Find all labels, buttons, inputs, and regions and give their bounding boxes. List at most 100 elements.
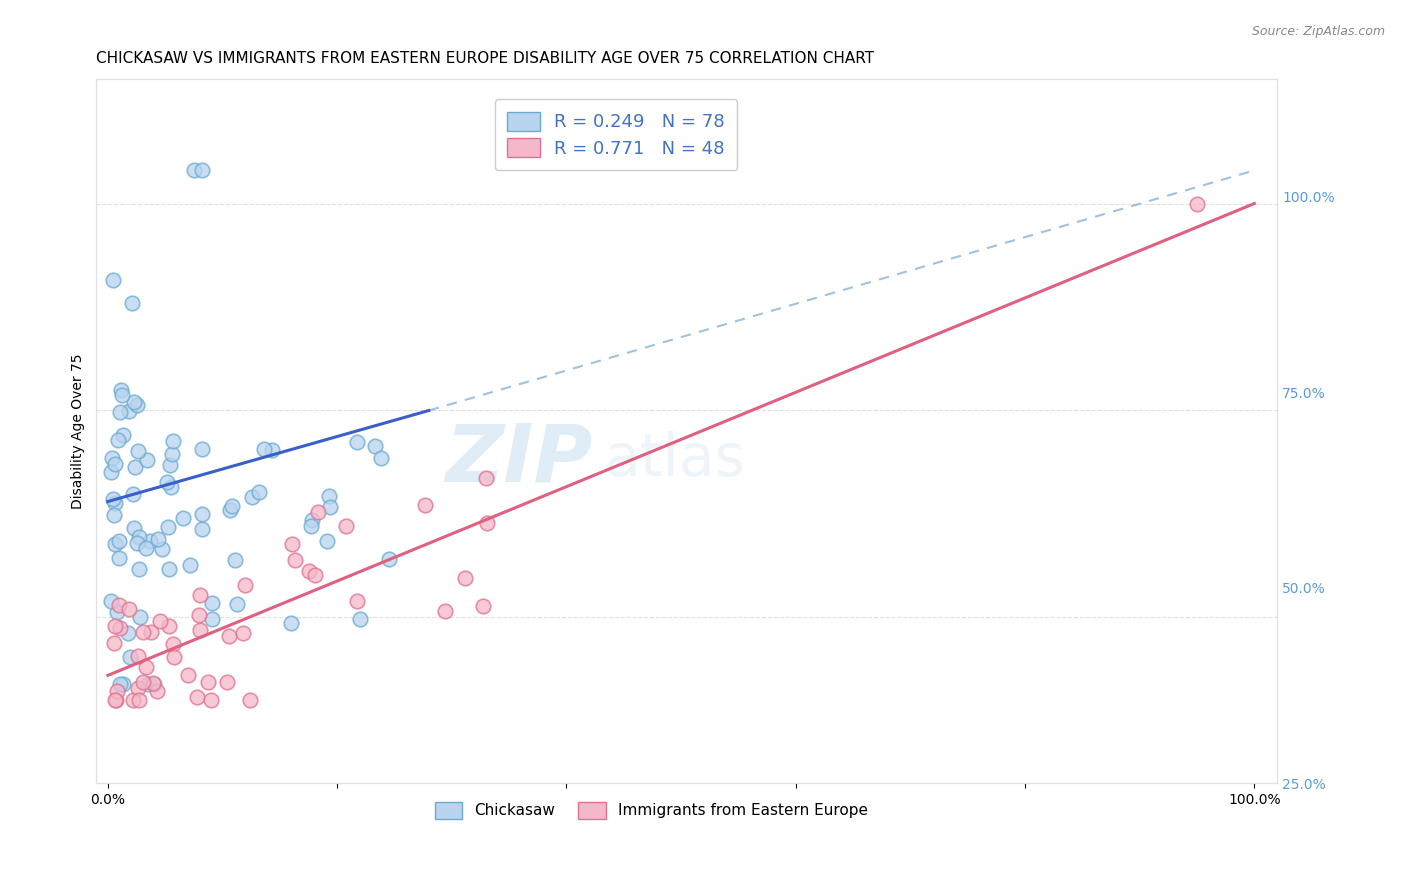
Point — [107, 434, 129, 448]
Point — [186, 690, 208, 705]
Legend: Chickasaw, Immigrants from Eastern Europe: Chickasaw, Immigrants from Eastern Europ… — [429, 796, 875, 825]
Point — [172, 511, 194, 525]
Point — [188, 608, 211, 623]
Point — [105, 605, 128, 619]
Point — [370, 451, 392, 466]
Point — [135, 660, 157, 674]
Point — [260, 443, 283, 458]
Point — [131, 675, 153, 690]
Point — [101, 273, 124, 287]
Point — [129, 610, 152, 624]
Point — [201, 612, 224, 626]
Point — [284, 553, 307, 567]
Point — [162, 434, 184, 448]
Point — [160, 447, 183, 461]
Point — [191, 508, 214, 522]
Point — [121, 296, 143, 310]
Point — [191, 163, 214, 178]
Point — [219, 503, 242, 517]
Point — [135, 452, 157, 467]
Point — [191, 522, 214, 536]
Point — [349, 612, 371, 626]
Point — [104, 693, 127, 707]
Point — [304, 568, 326, 582]
Point — [475, 516, 498, 530]
Point — [197, 674, 219, 689]
Point — [121, 486, 143, 500]
Point — [141, 625, 163, 640]
Point — [105, 684, 128, 698]
Point — [100, 465, 122, 479]
Text: CHICKASAW VS IMMIGRANTS FROM EASTERN EUROPE DISABILITY AGE OVER 75 CORRELATION C: CHICKASAW VS IMMIGRANTS FROM EASTERN EUR… — [97, 51, 875, 66]
Point — [299, 518, 322, 533]
Point — [233, 578, 256, 592]
Point — [110, 676, 132, 690]
Point — [301, 513, 323, 527]
Point — [378, 551, 401, 566]
Point — [188, 624, 211, 638]
Point — [128, 693, 150, 707]
Point — [104, 537, 127, 551]
Point — [160, 480, 183, 494]
Point — [364, 439, 387, 453]
Point — [117, 626, 139, 640]
Text: Source: ZipAtlas.com: Source: ZipAtlas.com — [1251, 25, 1385, 38]
Point — [148, 532, 170, 546]
Point — [232, 625, 254, 640]
Text: ZIP: ZIP — [444, 420, 592, 499]
Point — [201, 596, 224, 610]
Point — [346, 435, 368, 450]
Point — [1185, 196, 1208, 211]
Point — [135, 541, 157, 555]
Point — [280, 616, 302, 631]
Point — [128, 530, 150, 544]
Point — [112, 676, 135, 690]
Point — [110, 383, 132, 397]
Point — [315, 533, 337, 548]
Point — [108, 405, 131, 419]
Point — [100, 594, 122, 608]
Point — [157, 618, 180, 632]
Point — [132, 624, 155, 639]
Text: atlas: atlas — [605, 431, 745, 488]
Point — [108, 599, 131, 613]
Point — [157, 562, 180, 576]
Point — [200, 693, 222, 707]
Point — [319, 500, 342, 514]
Point — [298, 564, 321, 578]
Point — [136, 676, 159, 690]
Point — [149, 614, 172, 628]
Point — [118, 650, 141, 665]
Point — [434, 604, 457, 618]
Point — [177, 668, 200, 682]
Point — [138, 534, 160, 549]
Point — [162, 636, 184, 650]
Point — [127, 443, 149, 458]
Point — [188, 588, 211, 602]
Point — [118, 602, 141, 616]
Point — [112, 427, 135, 442]
Point — [335, 519, 357, 533]
Point — [108, 621, 131, 635]
Point — [318, 489, 340, 503]
Point — [142, 676, 165, 690]
Point — [122, 395, 145, 409]
Point — [225, 597, 247, 611]
Point — [280, 537, 302, 551]
Point — [183, 163, 205, 178]
Point — [224, 553, 246, 567]
Point — [163, 650, 186, 665]
Point — [239, 693, 262, 707]
Point — [127, 681, 149, 696]
Point — [415, 498, 437, 512]
Point — [307, 505, 329, 519]
Point — [104, 496, 127, 510]
Point — [221, 500, 243, 514]
Point — [159, 458, 181, 473]
Point — [124, 521, 146, 535]
Y-axis label: Disability Age Over 75: Disability Age Over 75 — [72, 353, 86, 509]
Point — [103, 508, 125, 523]
Point — [253, 442, 276, 457]
Point — [247, 484, 270, 499]
Point — [103, 635, 125, 649]
